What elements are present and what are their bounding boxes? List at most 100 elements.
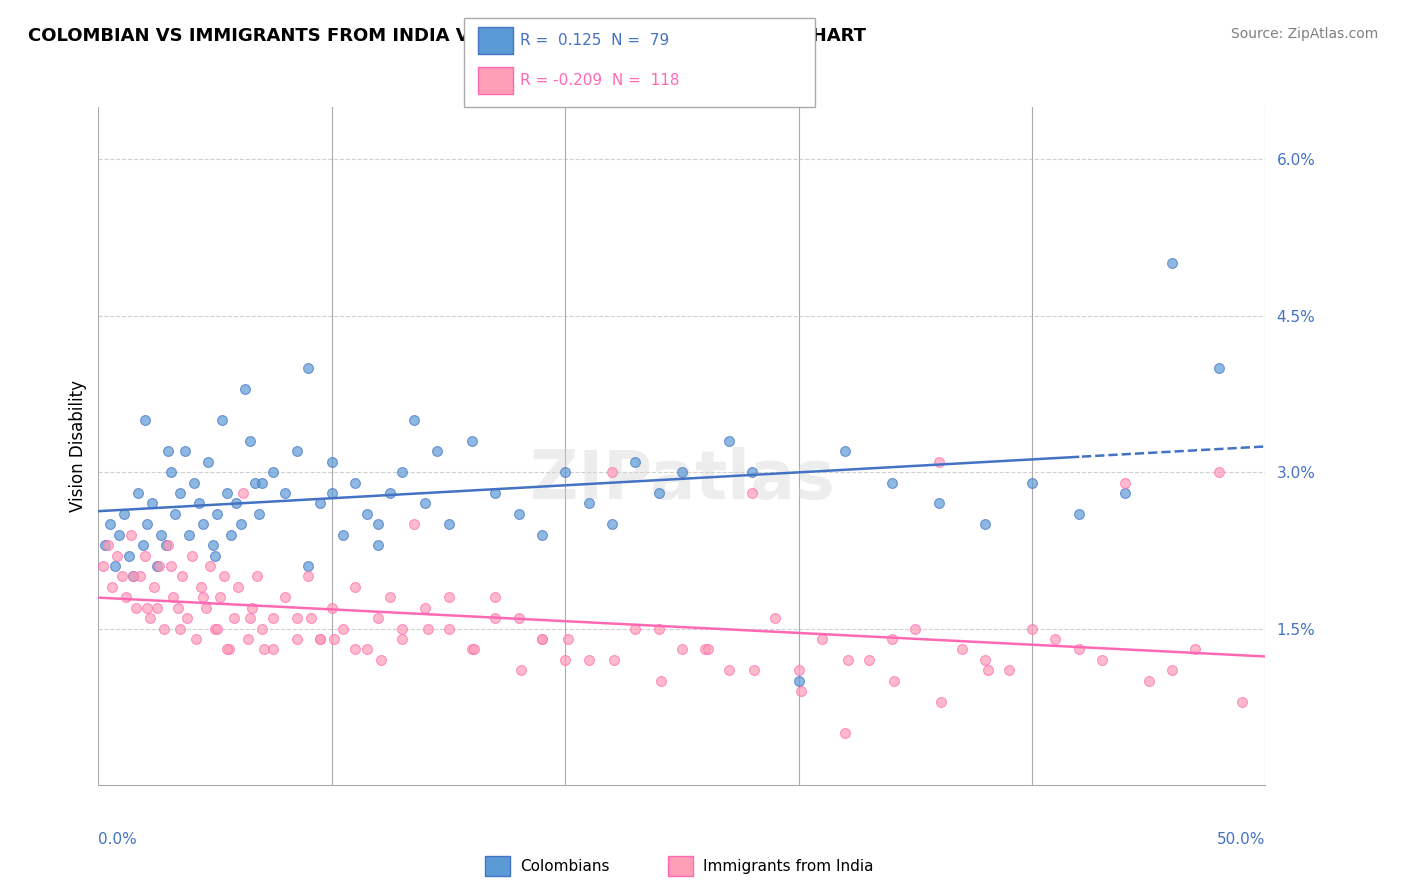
Point [183, 475, 205, 490]
Point [299, 611, 322, 625]
Point [1091, 653, 1114, 667]
Point [127, 486, 149, 500]
Point [297, 360, 319, 375]
Point [194, 600, 217, 615]
Point [321, 486, 343, 500]
Point [169, 622, 191, 636]
Point [356, 507, 378, 521]
Point [214, 569, 236, 583]
Point [262, 611, 284, 625]
Point [370, 653, 392, 667]
Point [246, 569, 269, 583]
Point [179, 527, 201, 541]
Point [858, 653, 880, 667]
Point [112, 507, 135, 521]
Point [139, 611, 162, 625]
Point [928, 496, 950, 510]
Point [484, 591, 506, 605]
Point [578, 496, 600, 510]
Point [222, 611, 245, 625]
Point [197, 455, 219, 469]
Point [600, 465, 623, 479]
Point [650, 673, 672, 688]
Point [165, 507, 187, 521]
Point [1067, 507, 1090, 521]
Point [624, 455, 647, 469]
Point [508, 611, 530, 625]
Point [402, 413, 425, 427]
Point [309, 496, 332, 510]
Point [741, 486, 763, 500]
Point [557, 632, 579, 646]
Point [671, 465, 693, 479]
Point [159, 465, 181, 479]
Text: Colombians: Colombians [520, 859, 610, 874]
Point [332, 622, 354, 636]
Point [484, 611, 506, 625]
Point [1021, 622, 1043, 636]
Point [239, 434, 262, 448]
Point [108, 527, 131, 541]
Point [228, 580, 250, 594]
Point [122, 569, 145, 583]
Point [811, 632, 834, 646]
Point [249, 507, 271, 521]
Point [134, 413, 156, 427]
Point [696, 642, 718, 657]
Point [647, 486, 669, 500]
Point [166, 600, 188, 615]
Point [190, 580, 212, 594]
Point [309, 632, 332, 646]
Point [437, 591, 460, 605]
Point [332, 527, 354, 541]
Point [243, 475, 266, 490]
Point [367, 538, 389, 552]
Point [402, 517, 425, 532]
Point [413, 496, 436, 510]
Point [235, 382, 257, 396]
Point [157, 444, 180, 458]
Text: R = -0.209  N =  118: R = -0.209 N = 118 [520, 73, 679, 87]
Point [367, 611, 389, 625]
Point [239, 611, 262, 625]
Point [463, 642, 485, 657]
Point [323, 632, 346, 646]
Point [208, 591, 231, 605]
Point [1161, 663, 1184, 677]
Point [285, 611, 308, 625]
Point [187, 496, 209, 510]
Point [880, 475, 903, 490]
Point [880, 632, 903, 646]
Point [530, 632, 553, 646]
Point [186, 632, 208, 646]
Point [695, 642, 717, 657]
Point [1208, 360, 1230, 375]
Point [790, 684, 813, 698]
Point [218, 642, 240, 657]
Point [837, 653, 859, 667]
Point [1114, 475, 1136, 490]
Point [1230, 694, 1253, 708]
Point [132, 538, 155, 552]
Point [717, 434, 740, 448]
Point [741, 465, 763, 479]
Point [242, 600, 264, 615]
Point [125, 600, 148, 615]
Point [309, 632, 332, 646]
Point [742, 663, 765, 677]
Point [380, 486, 402, 500]
Point [285, 632, 308, 646]
Point [250, 475, 273, 490]
Point [225, 496, 247, 510]
Point [193, 517, 215, 532]
Point [1045, 632, 1067, 646]
Point [193, 591, 215, 605]
Point [1114, 486, 1136, 500]
Point [91, 558, 114, 573]
Point [136, 517, 159, 532]
Text: Source: ZipAtlas.com: Source: ZipAtlas.com [1230, 27, 1378, 41]
Point [344, 642, 367, 657]
Point [155, 538, 177, 552]
Point [763, 611, 786, 625]
Point [152, 622, 174, 636]
